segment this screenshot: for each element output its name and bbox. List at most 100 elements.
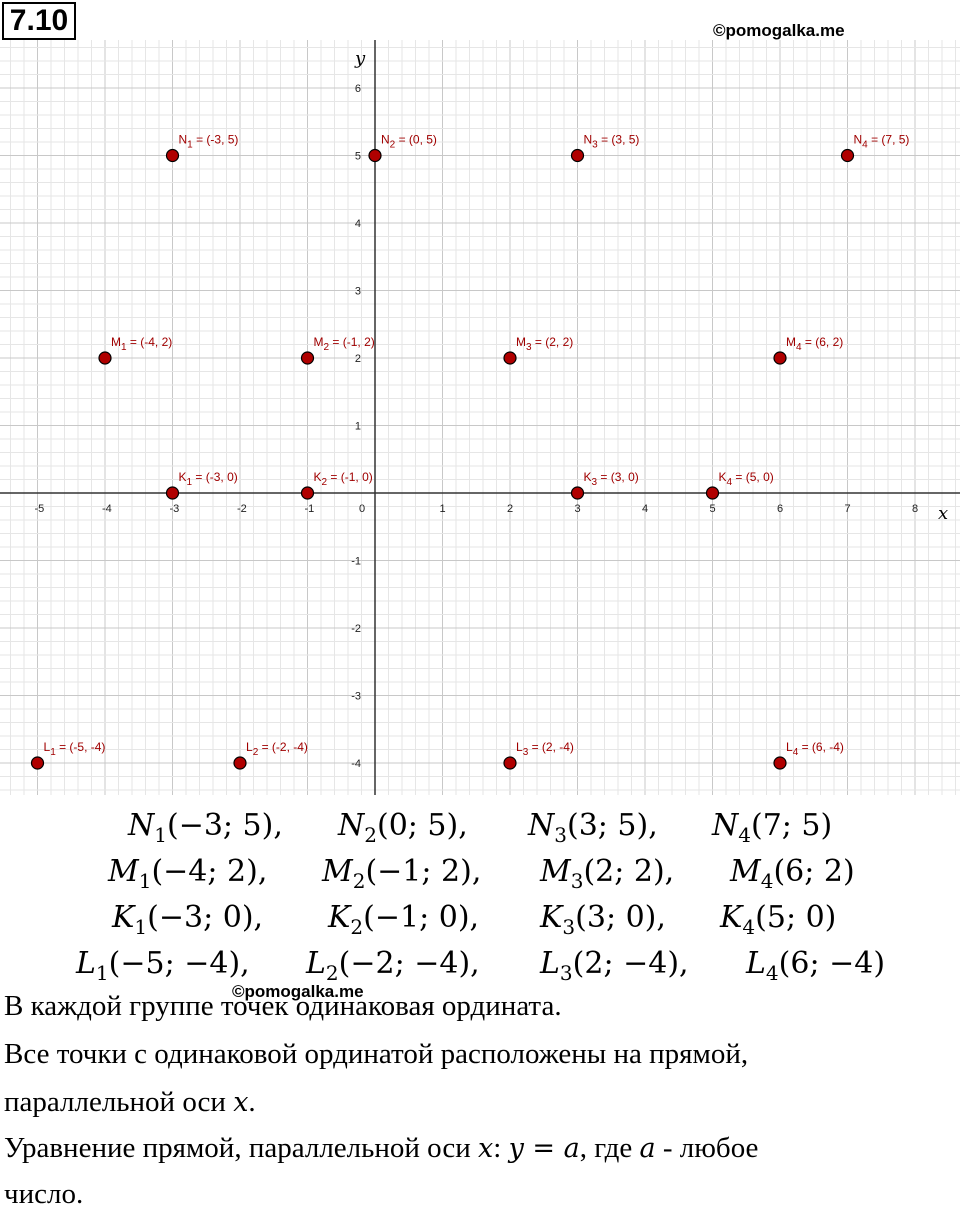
point-label-M2: M2 = (-1, 2) — [314, 335, 375, 353]
point-K1 — [165, 486, 180, 500]
point-L4 — [773, 756, 787, 770]
point-subscript: 4 — [738, 823, 751, 847]
point-label-L2: L2 = (-2, -4) — [246, 740, 308, 758]
point-name: N — [528, 808, 555, 843]
point-N3 — [570, 148, 585, 163]
point-coords: (6; −4) — [778, 946, 886, 981]
y-tick-label: -3 — [351, 691, 361, 703]
point-subscript: 3 — [570, 869, 584, 893]
point-subscript: 3 — [554, 823, 567, 847]
x-tick-label: 1 — [440, 503, 446, 515]
coordinate-item: K3(3; 0), — [540, 900, 666, 939]
point-label-N4: N4 = (7, 5) — [854, 133, 910, 151]
coordinate-item: M3(2; 2), — [540, 854, 674, 893]
coordinate-item: M2(−1; 2), — [322, 854, 481, 893]
point-coords: (7; 5) — [750, 808, 833, 843]
text-line-3-var: x — [233, 1087, 249, 1118]
point-subscript: 1 — [95, 961, 109, 985]
coordinate-item: N4(7; 5) — [712, 808, 832, 847]
coordinate-item: K2(−1; 0), — [328, 900, 479, 939]
point-label-M3: M3 = (2, 2) — [516, 335, 573, 353]
point-name: L — [76, 946, 96, 981]
text-line-3-b: . — [248, 1086, 256, 1118]
x-tick-label: 7 — [845, 503, 851, 515]
y-tick-label: 6 — [355, 83, 361, 95]
coordinate-item: M1(−4; 2), — [108, 854, 267, 893]
point-label-N2: N2 = (0, 5) — [381, 133, 437, 151]
text-line-3-a: параллельной оси — [4, 1086, 234, 1118]
point-coords: (−3; 0), — [147, 900, 264, 935]
text-line-4-b: : — [493, 1132, 509, 1164]
x-axis-label: x — [938, 503, 948, 524]
point-N4 — [840, 148, 855, 163]
coordinate-item: K4(5; 0) — [720, 900, 836, 939]
point-coords: (−4; 2), — [151, 854, 268, 889]
point-name: L — [746, 946, 766, 981]
text-line-4-a: Уравнение прямой, параллельной оси — [4, 1132, 479, 1164]
point-name: M — [108, 854, 139, 889]
point-coords: (6; 2) — [773, 854, 855, 889]
x-tick-label: -4 — [102, 503, 112, 515]
point-subscript: 2 — [325, 961, 339, 985]
text-line-4-c: , где — [579, 1132, 640, 1164]
point-K2 — [300, 486, 315, 500]
point-N1 — [165, 148, 180, 163]
point-label-L3: L3 = (2, -4) — [516, 740, 574, 758]
point-name: L — [540, 946, 560, 981]
point-subscript: 1 — [134, 915, 148, 939]
point-coords: (3; 5), — [566, 808, 658, 843]
point-subscript: 2 — [350, 915, 364, 939]
point-coords: (0; 5), — [376, 808, 468, 843]
coordinate-item: N2(0; 5), — [338, 808, 468, 847]
point-K3 — [570, 486, 585, 500]
point-label-N3: N3 = (3, 5) — [584, 133, 640, 151]
problem-number: 7.10 — [2, 2, 76, 40]
x-tick-label: 5 — [710, 503, 716, 515]
text-line-4: Уравнение прямой, параллельной оси x: y … — [4, 1132, 758, 1165]
point-name: N — [338, 808, 365, 843]
point-subscript: 4 — [760, 869, 774, 893]
point-name: M — [730, 854, 761, 889]
y-tick-label: 4 — [355, 218, 361, 230]
point-label-N1: N1 = (-3, 5) — [179, 133, 239, 151]
point-coords: (−1; 0), — [363, 900, 480, 935]
point-coords: (−2; −4), — [338, 946, 480, 981]
y-tick-label: -1 — [351, 556, 361, 568]
point-label-L4: L4 = (6, -4) — [786, 740, 844, 758]
text-line-3: параллельной оси x. — [4, 1086, 256, 1119]
x-tick-label: 2 — [507, 503, 513, 515]
x-tick-label: -1 — [305, 503, 315, 515]
point-label-K4: K4 = (5, 0) — [719, 470, 774, 488]
coordinate-item: M4(6; 2) — [730, 854, 855, 893]
point-M4 — [773, 351, 787, 365]
y-tick-label: 3 — [355, 286, 361, 298]
coordinate-item: L4(6; −4) — [746, 946, 885, 985]
point-label-L1: L1 = (-5, -4) — [44, 740, 106, 758]
point-M1 — [98, 351, 112, 365]
point-coords: (2; −4), — [572, 946, 689, 981]
coordinate-item: L3(2; −4), — [540, 946, 689, 985]
point-K4 — [705, 486, 720, 500]
point-name: M — [540, 854, 571, 889]
point-subscript: 2 — [352, 869, 366, 893]
point-label-K1: K1 = (-3, 0) — [179, 470, 238, 488]
point-coords: (5; 0) — [755, 900, 837, 935]
point-name: K — [328, 900, 351, 935]
text-line-1: В каждой группе точек одинаковая ординат… — [4, 990, 562, 1022]
coordinate-plot: x y -5 -4 -3 -2 -1 0 1 2 3 4 5 6 7 8 -4 -3 -2 -1 1 2 3 4 5 6 N1 = … — [0, 40, 960, 795]
x-tick-label: 0 — [359, 503, 365, 515]
text-line-2: Все точки с одинаковой ординатой располо… — [4, 1038, 749, 1070]
text-line-4-eq: y = a — [508, 1133, 580, 1164]
coordinate-item: K1(−3; 0), — [112, 900, 263, 939]
y-tick-label: 2 — [355, 353, 361, 365]
y-tick-label: -4 — [351, 758, 361, 770]
point-label-M1: M1 = (-4, 2) — [111, 335, 172, 353]
point-coords: (−3; 5), — [166, 808, 283, 843]
y-tick-label: 5 — [355, 151, 361, 163]
point-label-K3: K3 = (3, 0) — [584, 470, 639, 488]
point-M2 — [300, 351, 315, 365]
point-name: N — [128, 808, 155, 843]
coordinate-item: N1(−3; 5), — [128, 808, 283, 847]
point-subscript: 1 — [138, 869, 152, 893]
point-name: K — [112, 900, 135, 935]
